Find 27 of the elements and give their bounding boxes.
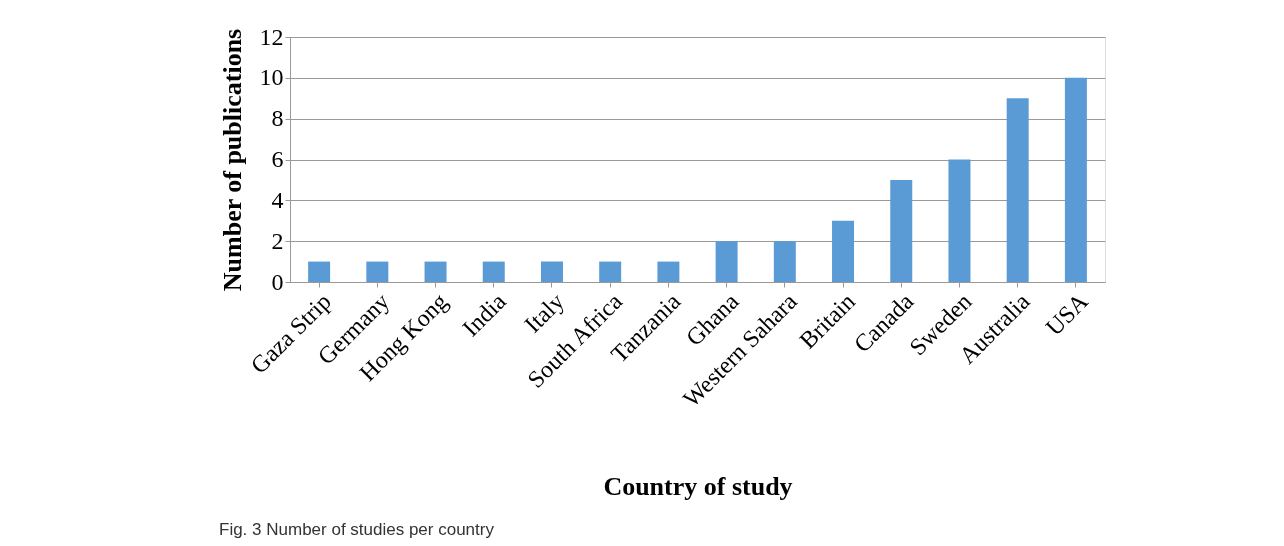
x-tick-label: India — [457, 287, 511, 342]
bar — [308, 261, 331, 282]
bar — [1064, 77, 1087, 282]
bar — [715, 241, 738, 282]
caption: Fig. 3 Number of studies per country — [219, 519, 495, 539]
bar — [366, 261, 389, 282]
bar — [482, 261, 505, 282]
y-tick-label: 0 — [271, 268, 284, 295]
bar — [890, 179, 913, 282]
y-tick-label: 12 — [259, 23, 284, 50]
bar — [832, 220, 855, 282]
x-tick-label: USA — [1040, 287, 1094, 341]
bar — [773, 241, 796, 282]
y-axis-title: Number of publications — [217, 28, 247, 292]
bar — [599, 261, 622, 282]
bar — [948, 159, 971, 282]
y-tick-label: 2 — [271, 227, 284, 254]
bar — [540, 261, 563, 282]
bar — [424, 261, 447, 282]
x-tick-label: Italy — [519, 288, 569, 338]
bar — [657, 261, 680, 282]
y-tick-label: 6 — [271, 146, 284, 172]
x-axis-title: Country of study — [603, 472, 793, 502]
y-tick-label: 10 — [259, 64, 284, 91]
y-tick-label: 4 — [271, 186, 284, 213]
bar — [1006, 98, 1029, 282]
y-tick-label: 8 — [271, 105, 284, 132]
